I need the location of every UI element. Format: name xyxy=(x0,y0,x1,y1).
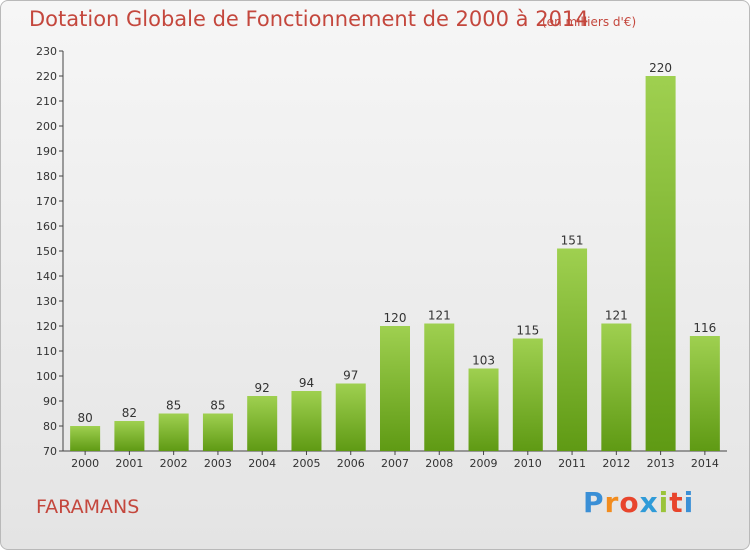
y-tick-label: 120 xyxy=(36,320,57,333)
x-tick-label: 2004 xyxy=(248,457,276,470)
y-tick-label: 100 xyxy=(36,370,57,383)
bar-value-label: 85 xyxy=(166,399,181,413)
chart-title: Dotation Globale de Fonctionnement de 20… xyxy=(29,7,589,31)
x-tick-label: 2005 xyxy=(292,457,320,470)
chart-subtitle: (en milliers d'€) xyxy=(542,15,637,29)
bar-2010 xyxy=(512,338,543,451)
x-tick-label: 2006 xyxy=(337,457,365,470)
bar-2002 xyxy=(158,413,189,451)
y-tick-label: 90 xyxy=(43,395,57,408)
bar-2004 xyxy=(247,396,278,451)
bar-2012 xyxy=(601,323,632,451)
y-tick-label: 160 xyxy=(36,220,57,233)
y-tick-label: 180 xyxy=(36,170,57,183)
bar-2013 xyxy=(645,76,676,451)
bar-value-label: 115 xyxy=(516,324,539,338)
y-tick-label: 200 xyxy=(36,120,57,133)
bar-2005 xyxy=(291,391,322,451)
y-tick-label: 110 xyxy=(36,345,57,358)
y-tick-label: 170 xyxy=(36,195,57,208)
bar-2014 xyxy=(689,336,720,451)
y-tick-label: 80 xyxy=(43,420,57,433)
x-tick-label: 2000 xyxy=(71,457,99,470)
x-tick-label: 2014 xyxy=(691,457,719,470)
commune-name: FARAMANS xyxy=(36,496,140,518)
x-tick-label: 2003 xyxy=(204,457,232,470)
logo-letter: o xyxy=(619,486,640,519)
x-tick-label: 2013 xyxy=(647,457,675,470)
x-tick-label: 2009 xyxy=(470,457,498,470)
x-tick-label: 2011 xyxy=(558,457,586,470)
y-tick-label: 70 xyxy=(43,445,57,458)
bar-value-label: 94 xyxy=(299,376,314,390)
bar-2007 xyxy=(380,326,410,451)
y-tick-label: 230 xyxy=(36,45,57,58)
x-tick-label: 2007 xyxy=(381,457,409,470)
chart-bars: 80 82 85 85 92 94 97 120 121 103 115 151 121 220 116 xyxy=(70,61,720,451)
y-tick-label: 150 xyxy=(36,245,57,258)
x-tick-label: 2010 xyxy=(514,457,542,470)
y-tick-label: 130 xyxy=(36,295,57,308)
x-tick-label: 2002 xyxy=(160,457,188,470)
bar-value-label: 121 xyxy=(605,309,628,323)
bar-value-label: 97 xyxy=(343,369,358,383)
bar-value-label: 85 xyxy=(210,399,225,413)
y-tick-label: 210 xyxy=(36,95,57,108)
logo-letter: x xyxy=(639,486,659,519)
bar-2008 xyxy=(424,323,455,451)
logo-letter: t xyxy=(669,486,684,519)
bar-2009 xyxy=(468,368,499,451)
bar-2011 xyxy=(557,248,588,451)
bar-value-label: 103 xyxy=(472,354,495,368)
bar-2000 xyxy=(70,426,101,451)
x-tick-label: 2008 xyxy=(425,457,453,470)
logo-letter: i xyxy=(658,486,670,519)
bar-value-label: 82 xyxy=(122,406,137,420)
bar-value-label: 116 xyxy=(693,321,716,335)
y-tick-label: 140 xyxy=(36,270,57,283)
x-tick-label: 2012 xyxy=(602,457,630,470)
y-tick-label: 190 xyxy=(36,145,57,158)
chart-axes: 7080901001101201301401501601701801902002… xyxy=(36,45,727,470)
bar-value-label: 220 xyxy=(649,61,672,75)
bar-value-label: 92 xyxy=(255,381,270,395)
y-tick-label: 220 xyxy=(36,70,57,83)
bar-value-label: 121 xyxy=(428,309,451,323)
logo-letter: r xyxy=(604,486,620,519)
logo-letter: P xyxy=(583,486,605,519)
bar-2003 xyxy=(202,413,233,451)
bar-2001 xyxy=(114,421,145,451)
bar-2006 xyxy=(335,383,366,451)
x-tick-label: 2001 xyxy=(115,457,143,470)
logo-letter: i xyxy=(683,486,695,519)
proxiti-logo: Proxiti xyxy=(583,486,694,519)
bar-value-label: 120 xyxy=(384,311,407,325)
bar-value-label: 80 xyxy=(77,411,92,425)
bar-value-label: 151 xyxy=(561,234,584,248)
